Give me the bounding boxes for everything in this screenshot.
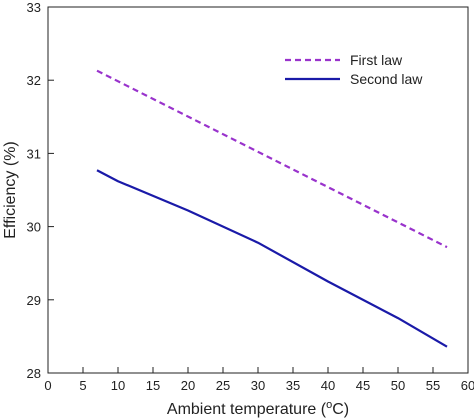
x-tick-label: 20 (181, 378, 195, 393)
legend-label-first-law: First law (350, 52, 403, 68)
series-layer (96, 69, 448, 348)
x-axis-ticks: 0 5 10 15 20 25 30 35 40 45 50 55 60 (44, 367, 474, 393)
x-tick-label: 50 (391, 378, 405, 393)
y-tick-label: 30 (27, 220, 41, 235)
x-tick-label: 55 (426, 378, 440, 393)
legend-label-second-law: Second law (350, 71, 423, 87)
x-tick-label: 35 (286, 378, 300, 393)
x-axis-title: Ambient temperature (oC) (167, 399, 349, 418)
x-tick-label: 30 (251, 378, 265, 393)
x-tick-label: 45 (356, 378, 370, 393)
x-tick-label: 15 (146, 378, 160, 393)
x-axis-title-main: Ambient temperature ( (167, 401, 327, 418)
x-tick-label: 60 (461, 378, 474, 393)
x-axis-title-tail: C) (332, 401, 349, 418)
y-axis-title: Efficiency (%) (2, 141, 19, 239)
y-tick-label: 31 (27, 146, 41, 161)
y-tick-label: 28 (27, 366, 41, 381)
x-tick-label: 5 (79, 378, 86, 393)
x-tick-label: 40 (321, 378, 335, 393)
y-axis-ticks: 28 29 30 31 32 33 (27, 0, 54, 381)
series-line-second-law (96, 169, 448, 348)
y-tick-label: 33 (27, 0, 41, 15)
y-tick-label: 29 (27, 293, 41, 308)
x-tick-label: 25 (216, 378, 230, 393)
plot-frame (47, 6, 469, 374)
series-line-first-law (96, 69, 448, 249)
y-tick-label: 32 (27, 73, 41, 88)
x-tick-label: 10 (111, 378, 125, 393)
x-tick-label: 0 (44, 378, 51, 393)
legend: First law Second law (285, 52, 423, 87)
x-axis-title-sup: o (326, 399, 332, 411)
